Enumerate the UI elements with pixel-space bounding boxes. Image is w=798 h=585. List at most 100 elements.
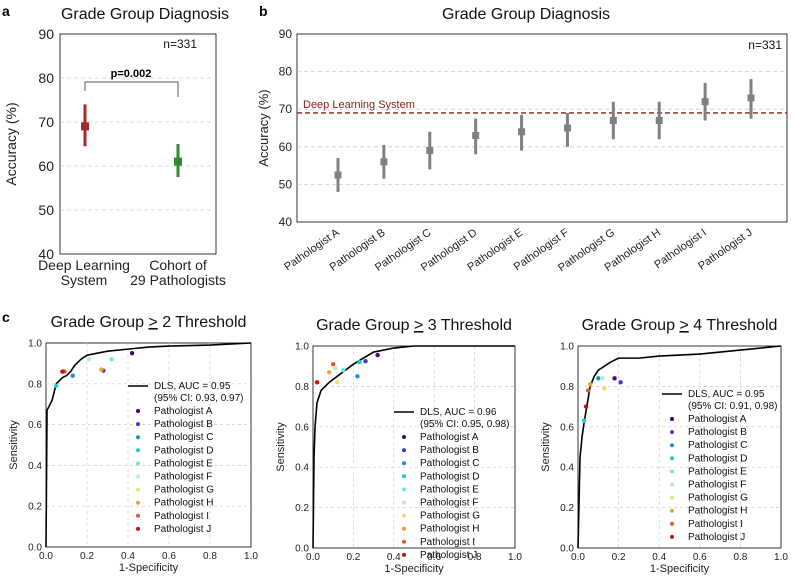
- panel-c3-legend-marker: [670, 443, 674, 448]
- panel-c1-y-axis-label: Sensitivity: [8, 420, 20, 470]
- panel-c2-y-tick-label: 1.0: [295, 342, 309, 353]
- panel-c3-x-tick-label: 1.0: [774, 552, 788, 563]
- panel-c2-x-tick-label: 0.2: [346, 552, 360, 563]
- panel-c3-x-tick-label: 0.2: [612, 552, 626, 563]
- panel-b-chart: Grade Group Diagnosis 40 50 60 70 80 90 Accur…: [256, 6, 788, 274]
- panel-c1-legend-marker: [136, 513, 140, 518]
- panel-b-y-tick-label: 50: [279, 177, 293, 191]
- panel-c1-y-tick-label: 1.0: [28, 339, 42, 350]
- panel-c3-legend-marker: [670, 469, 674, 474]
- panel-c2-y-tick-label: 0.6: [295, 422, 309, 433]
- panel-c2-legend-marker: [402, 461, 406, 466]
- panel-c1-legend-label: Pathologist J: [154, 524, 211, 535]
- panel-c-roc-grade-group-4: Grade Group > 4 Threshold 0.0 0.2 0.4 0.6 0.8…: [540, 317, 788, 575]
- panel-a-significance-bracket: [84, 81, 179, 97]
- panel-c2-plot-frame: [312, 345, 516, 549]
- panel-c2-x-tick-label: 1.0: [508, 552, 522, 563]
- panel-c1-legend-label: Pathologist G: [154, 485, 214, 496]
- panel-c1-pathologist-point: [129, 351, 135, 356]
- panel-c1-legend-marker: [136, 500, 140, 505]
- panel-c1-legend-dls-label: DLS, AUC = 0.95: [154, 381, 231, 392]
- panel-c3-legend-label: Pathologist C: [688, 440, 747, 451]
- panel-c1-legend-label: Pathologist C: [154, 432, 213, 443]
- panel-c2-x-tick-label: 0.4: [387, 552, 401, 563]
- panel-a-y-tick-label: 90: [38, 26, 54, 42]
- panel-c2-legend-label: Pathologist D: [420, 471, 479, 482]
- panel-c2-pathologist-point: [335, 380, 340, 385]
- panel-c1-legend-marker: [136, 461, 140, 466]
- panel-c2-legend-label: Pathologist I: [420, 537, 475, 548]
- panel-c1-legend-marker: [136, 435, 140, 440]
- panel-c2-legend-marker: [402, 448, 406, 453]
- panel-c2-pathologist-point: [375, 352, 380, 358]
- panel-b-point: [518, 128, 526, 136]
- panel-c3-y-tick-label: 0.4: [560, 463, 574, 474]
- panel-c3-legend-marker: [670, 417, 674, 421]
- panel-c2-x-tick-label: 0.6: [427, 552, 441, 563]
- panel-c1-y-tick-label: 0.2: [28, 502, 42, 513]
- panel-c1-y-tick-label: 0.4: [28, 461, 42, 472]
- panel-c2-legend-marker: [402, 487, 406, 492]
- panel-c2-pathologist-point: [341, 368, 346, 373]
- panel-c2-pathologist-point: [333, 366, 338, 371]
- panel-c1-x-tick-label: 0.0: [39, 551, 53, 562]
- panel-c2-pathologist-point: [357, 359, 362, 365]
- panel-c2-legend-dls-ci: (95% CI: 0.95, 0.98): [420, 419, 510, 430]
- panel-c2-legend-marker: [402, 435, 406, 439]
- panel-a-n-label: n=331: [163, 37, 197, 51]
- panel-c1-x-tick-label: 0.4: [121, 551, 135, 562]
- panel-c2-y-axis-label: Sensitivity: [275, 422, 287, 472]
- panel-c1-pathologist-point: [70, 373, 75, 378]
- panel-c3-y-axis-label: Sensitivity: [540, 422, 552, 472]
- panel-c3-pathologist-point: [583, 404, 589, 409]
- panel-c3-y-tick-label: 0.0: [560, 544, 574, 555]
- panel-c1-title: Grade Group > 2 Threshold: [51, 314, 247, 331]
- panel-c2-legend-label: Pathologist A: [420, 432, 479, 443]
- panel-b-point: [472, 132, 480, 140]
- panel-b-y-tick-label: 90: [279, 27, 293, 41]
- panel-c3-legend-label: Pathologist I: [688, 519, 743, 530]
- panel-c2-pathologist-point: [355, 374, 360, 379]
- panel-label-a: a: [2, 3, 10, 19]
- panel-c2-x-axis-label: 1-Specificity: [384, 563, 444, 575]
- panel-c3-x-tick-label: 0.6: [693, 552, 707, 563]
- panel-c3-pathologist-point: [587, 382, 593, 387]
- panel-c2-legend-label: Pathologist J: [420, 550, 477, 561]
- panel-c1-pathologist-point: [86, 357, 92, 362]
- panel-c3-pathologist-point: [600, 376, 605, 381]
- panel-c2-y-tick-label: 0.2: [295, 503, 309, 514]
- panel-c2-legend-label: Pathologist F: [420, 498, 478, 509]
- panel-c2-legend-marker: [402, 552, 406, 557]
- panel-c2-pathologist-point: [363, 358, 368, 364]
- panel-c3-legend-label: Pathologist H: [688, 506, 747, 517]
- panel-c1-legend-label: Pathologist H: [154, 498, 213, 509]
- panel-c2-roc-curve: [312, 345, 515, 549]
- panel-c3-legend-marker: [670, 482, 674, 487]
- panel-c3-legend-label: Pathologist F: [688, 480, 746, 491]
- panel-c1-pathologist-point: [109, 357, 114, 362]
- panel-c3-pathologist-point: [618, 380, 623, 385]
- panel-a-point: [81, 122, 89, 131]
- panel-c1-legend-label: Pathologist F: [154, 472, 212, 483]
- panel-b-y-tick-label: 40: [279, 215, 293, 229]
- panel-a-y-tick-label: 50: [38, 202, 54, 218]
- panel-c2-title: Grade Group > 3 Threshold: [316, 317, 512, 334]
- panel-b-dls-reference-label: Deep Learning System: [303, 99, 415, 111]
- panel-c1-pathologist-point: [99, 367, 104, 372]
- panel-c3-y-tick-label: 0.8: [560, 382, 574, 393]
- panel-c2-legend-marker: [402, 539, 406, 544]
- panel-c3-x-tick-label: 0.8: [733, 552, 747, 563]
- panel-c3-legend-label: Pathologist A: [688, 414, 747, 425]
- panel-a-y-tick-label: 40: [38, 246, 54, 262]
- panel-c1-legend-marker: [136, 474, 140, 479]
- panel-c1-plot-frame: [45, 342, 252, 548]
- panel-b-point: [380, 158, 388, 166]
- panel-c2-legend-label: Pathologist E: [420, 484, 479, 495]
- panel-c1-legend-marker: [136, 526, 140, 531]
- panel-c3-x-tick-label: 0.0: [571, 552, 585, 563]
- panel-a-point: [174, 157, 182, 166]
- panel-c1-pathologist-point: [60, 369, 65, 374]
- panel-c3-legend-label: Pathologist D: [688, 453, 747, 464]
- panel-c1-legend-marker: [136, 409, 140, 413]
